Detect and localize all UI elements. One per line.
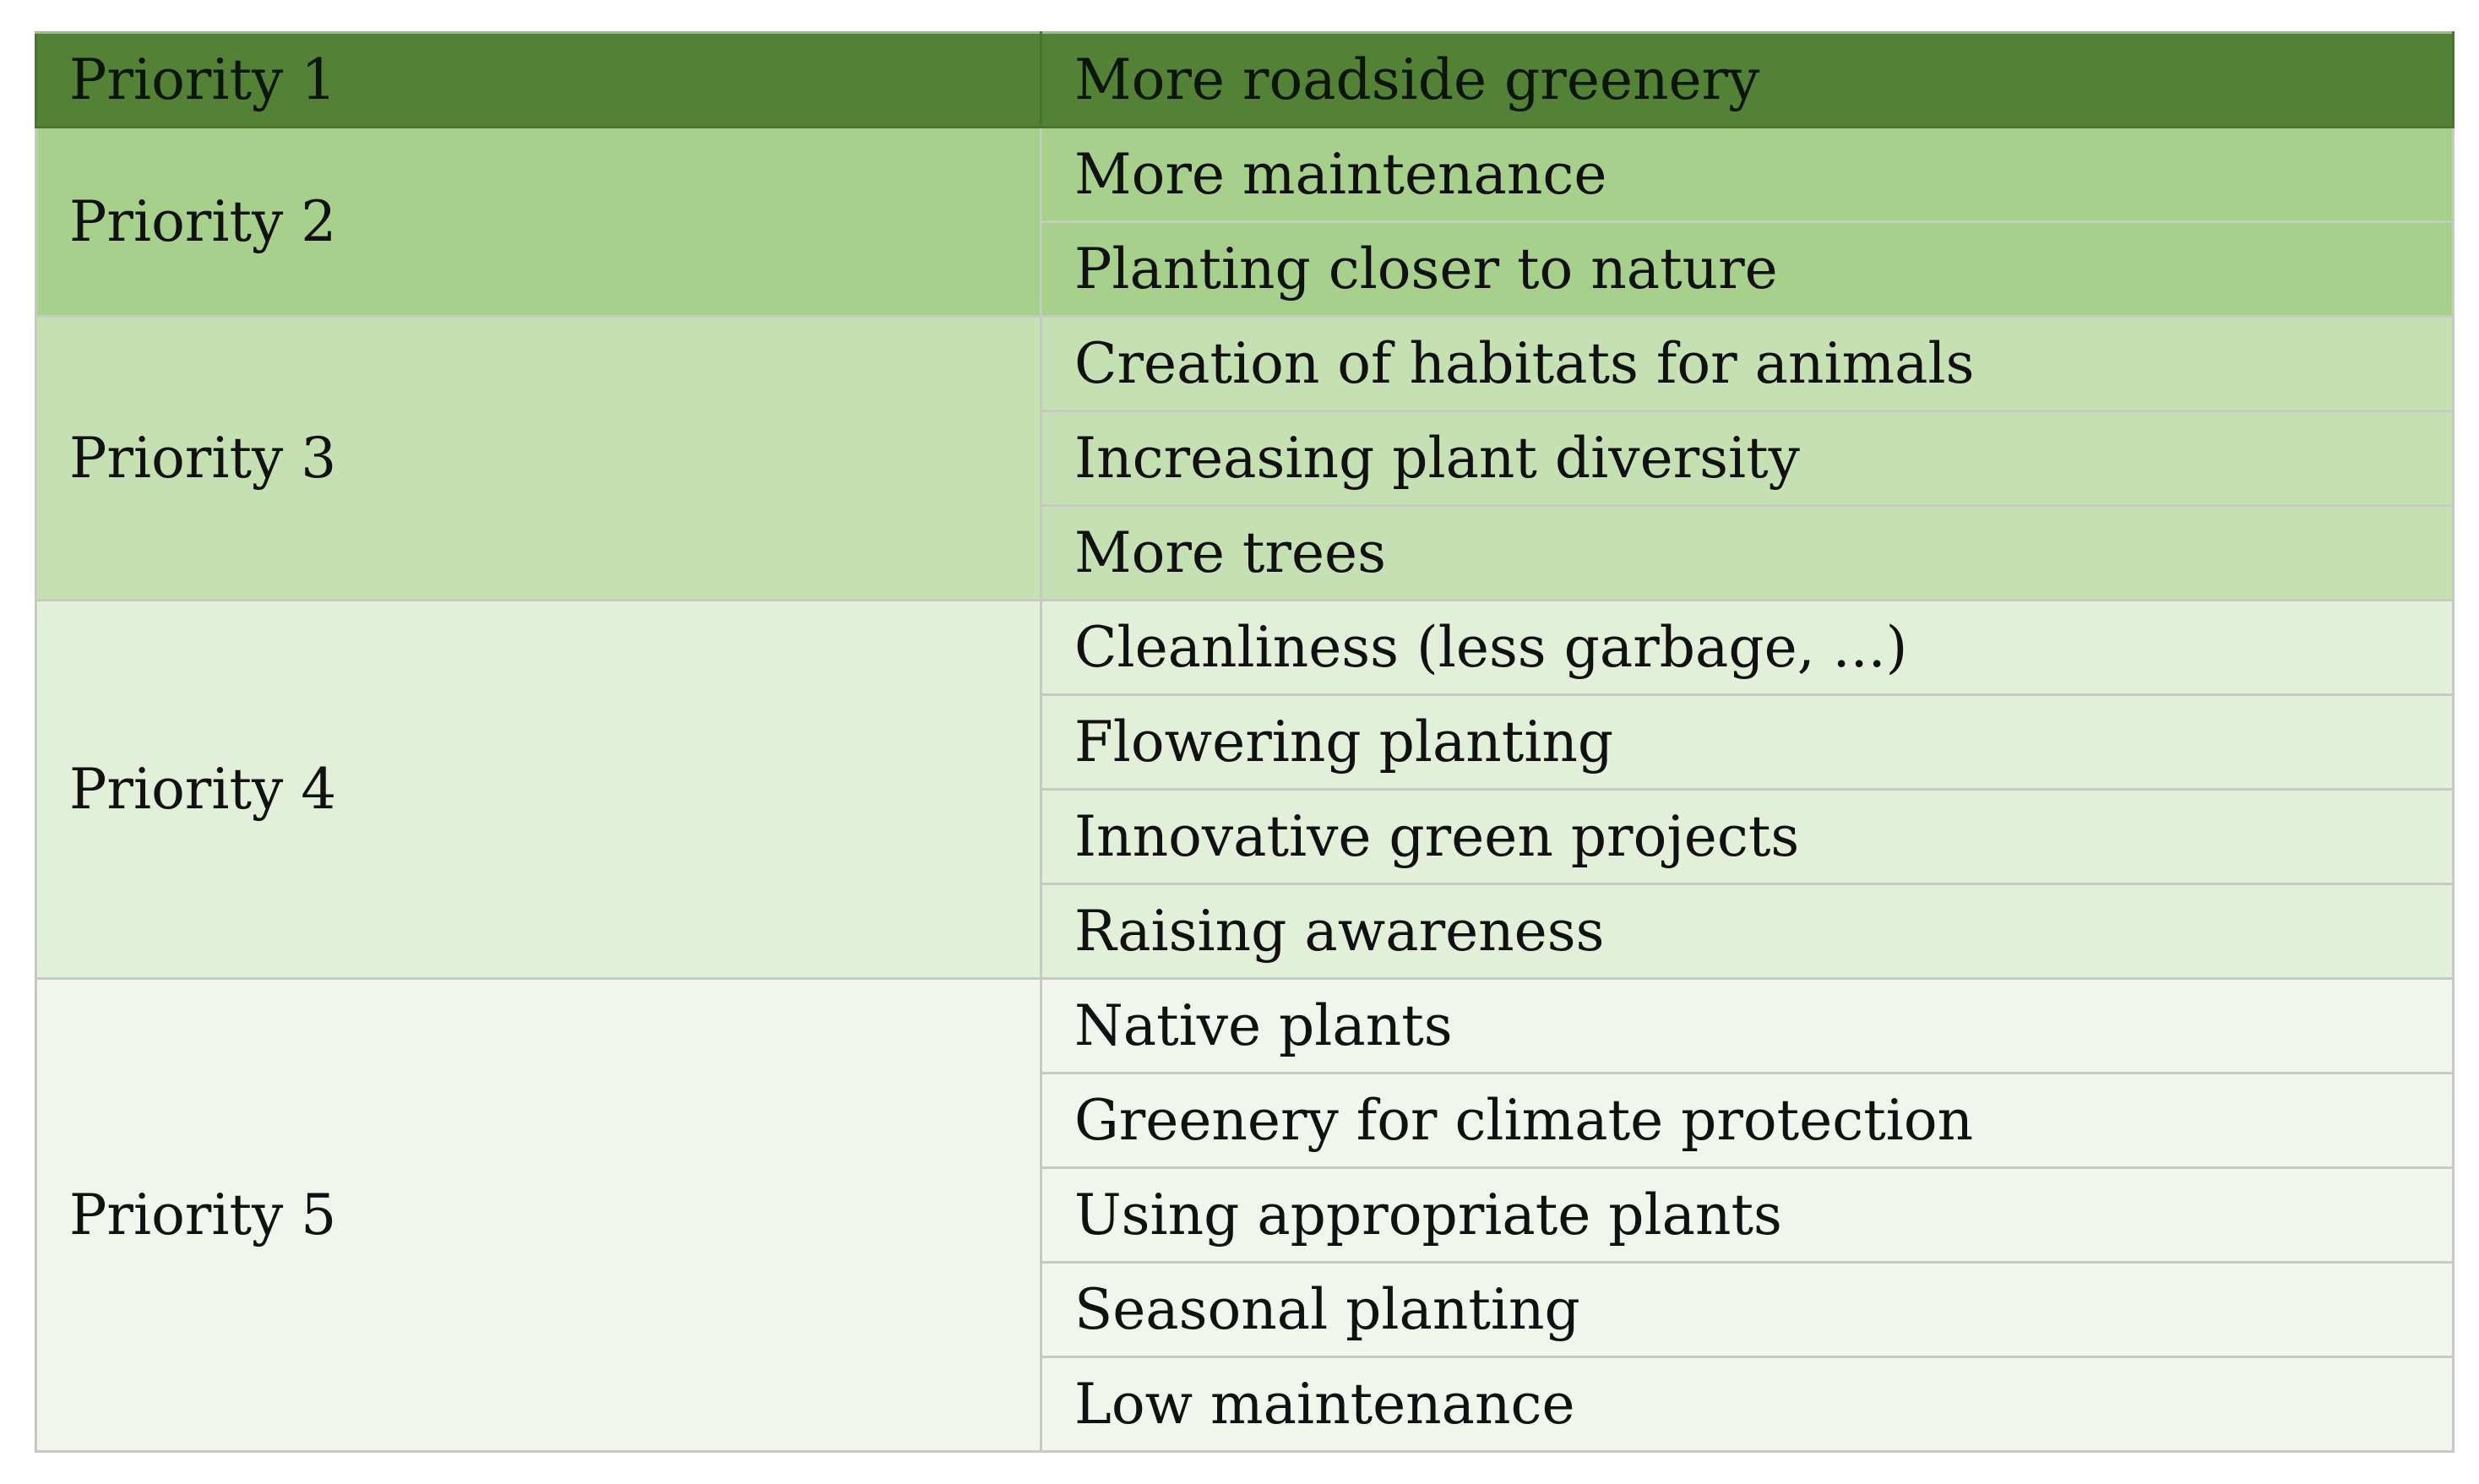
priority-item: Low maintenance: [1040, 1356, 2455, 1453]
table-row: Innovative green projects: [36, 788, 2455, 885]
table-row: More trees: [36, 504, 2455, 601]
priority-label: Priority 4: [35, 599, 1042, 980]
priority-item: Flowering planting: [1040, 693, 2455, 791]
priority-item: Native plants: [1040, 977, 2455, 1074]
priority-item: Raising awareness: [1040, 883, 2455, 980]
priority-label: Priority 5: [35, 977, 1042, 1453]
table-row: Using appropriate plants: [36, 1166, 2455, 1264]
table-row: Seasonal planting: [36, 1261, 2455, 1358]
table-row: Priority 5 Native plants: [35, 977, 2455, 1453]
table-row: Priority 3 Creation of habitats for anim…: [35, 315, 2455, 601]
priority-item: Greenery for climate protection: [1040, 1072, 2455, 1169]
priority-item: Cleanliness (less garbage, ...): [1040, 599, 2455, 696]
table-row: Priority 4 Cleanliness (less garbage, ..…: [35, 599, 2455, 980]
table-row: Low maintenance: [36, 1356, 2455, 1453]
priority-item: Creation of habitats for animals: [1040, 315, 2455, 412]
priority-item: More roadside greenery: [1040, 31, 2455, 128]
priority-label: Priority 1: [35, 31, 1042, 128]
table-row: Flowering planting: [36, 693, 2455, 791]
priority-item: More maintenance: [1040, 126, 2455, 223]
priority-item: Seasonal planting: [1040, 1261, 2455, 1358]
priority-item: More trees: [1040, 504, 2455, 601]
table-row: Increasing plant diversity: [36, 410, 2455, 507]
table-row: Priority 2 More maintenance: [35, 126, 2455, 318]
priority-label: Priority 3: [35, 315, 1042, 601]
priority-item: Using appropriate plants: [1040, 1166, 2455, 1264]
priority-table: Priority 1 More roadside greenery Priori…: [35, 31, 2455, 1453]
priority-item: Increasing plant diversity: [1040, 410, 2455, 507]
table-row: Raising awareness: [36, 883, 2455, 980]
priority-item: Innovative green projects: [1040, 788, 2455, 885]
priority-item: Planting closer to nature: [1040, 220, 2455, 318]
table-row: Priority 1 More roadside greenery: [35, 31, 2455, 128]
table-row: Greenery for climate protection: [36, 1072, 2455, 1169]
priority-label: Priority 2: [35, 126, 1042, 318]
table-row: Planting closer to nature: [36, 220, 2455, 318]
